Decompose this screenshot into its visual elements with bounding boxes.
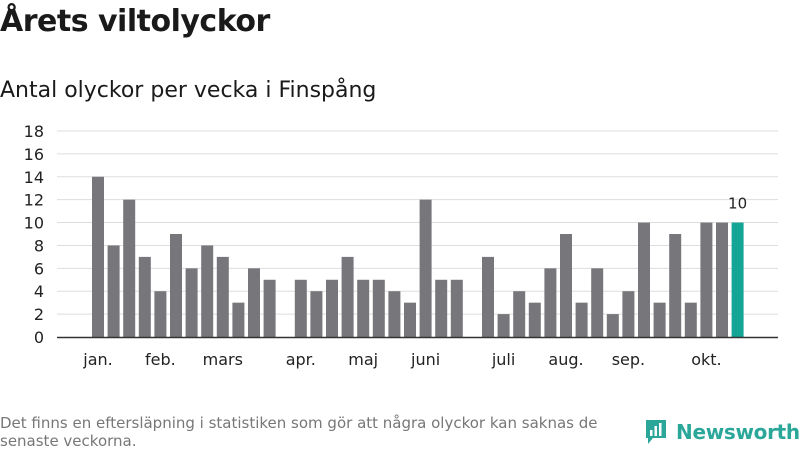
x-tick-label: jan. xyxy=(82,350,112,369)
bar-highlight xyxy=(731,222,744,337)
y-tick-label: 16 xyxy=(24,145,44,164)
bar xyxy=(450,279,463,337)
bar xyxy=(544,268,557,337)
bar xyxy=(357,279,370,337)
bar-chart: 0 2 4 6 8 10 12 14 16 18 10 jan. feb. mars apr. maj juni… xyxy=(24,122,778,369)
bar xyxy=(622,291,635,337)
bar xyxy=(138,256,151,337)
data-label: 10 xyxy=(728,195,747,213)
bar xyxy=(700,222,713,337)
y-tick-label: 10 xyxy=(24,214,44,233)
x-tick-label: feb. xyxy=(145,350,176,369)
bar xyxy=(170,234,182,337)
bar xyxy=(435,279,448,337)
y-tick-label: 6 xyxy=(34,259,44,278)
bar xyxy=(653,302,666,337)
x-tick-label: sep. xyxy=(612,350,645,369)
x-tick-label: okt. xyxy=(691,350,721,369)
bar-chart-logo-icon xyxy=(646,420,666,444)
bar xyxy=(513,291,526,337)
x-tick-label: juli xyxy=(491,350,515,369)
bar xyxy=(372,279,385,337)
bar xyxy=(419,199,432,337)
y-tick-label: 14 xyxy=(24,168,44,187)
bar xyxy=(248,268,260,337)
y-tick-label: 18 xyxy=(24,122,44,141)
y-tick-label: 0 xyxy=(34,328,44,347)
bar xyxy=(482,256,494,337)
footnote: Det finns en eftersläpning i statistiken… xyxy=(0,414,598,450)
x-tick-label: mars xyxy=(203,350,243,369)
brand-name: Newsworthy xyxy=(676,420,800,444)
chart-subtitle: Antal olyckor per vecka i Finspång xyxy=(0,78,377,103)
bar xyxy=(606,314,619,337)
bar xyxy=(263,279,276,337)
bar xyxy=(669,234,682,337)
y-tick-label: 12 xyxy=(24,191,44,210)
x-tick-label: juni xyxy=(410,350,440,369)
bar xyxy=(341,256,354,337)
bar xyxy=(716,222,728,337)
bar xyxy=(684,302,697,337)
x-tick-label: apr. xyxy=(286,350,316,369)
bar xyxy=(201,245,214,337)
bar xyxy=(560,234,572,337)
bar xyxy=(107,245,120,337)
x-tick-label: maj xyxy=(348,350,378,369)
bar xyxy=(294,279,307,337)
bar xyxy=(497,314,510,337)
bar xyxy=(326,279,338,337)
brand-logo: Newsworthy xyxy=(644,418,800,446)
bar xyxy=(638,222,650,337)
bar xyxy=(232,302,245,337)
bar xyxy=(528,302,541,337)
y-tick-label: 4 xyxy=(34,282,44,301)
bar xyxy=(92,176,104,337)
bar xyxy=(591,268,604,337)
bar xyxy=(310,291,323,337)
bar xyxy=(404,302,416,337)
bar xyxy=(185,268,198,337)
chart-title: Årets viltolyckor xyxy=(0,4,270,39)
x-tick-label: aug. xyxy=(548,350,583,369)
bar xyxy=(388,291,401,337)
y-tick-label: 2 xyxy=(34,305,44,324)
bar xyxy=(123,199,136,337)
y-tick-label: 8 xyxy=(34,236,44,255)
bar xyxy=(216,256,229,337)
bar xyxy=(154,291,167,337)
bar xyxy=(575,302,588,337)
